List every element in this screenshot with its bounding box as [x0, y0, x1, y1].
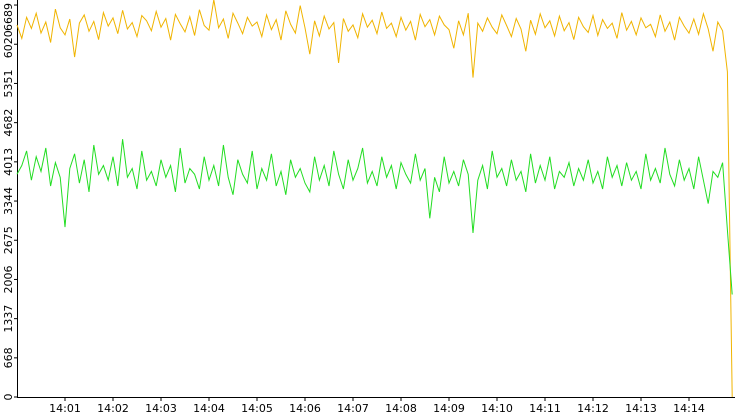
y-tick-label: 2006	[2, 265, 15, 293]
x-tick-label: 14:04	[193, 402, 225, 415]
y-tick-label: 6689	[2, 3, 15, 31]
series-line	[16, 139, 733, 295]
y-tick-label: 6020	[2, 30, 15, 58]
x-tick-label: 14:08	[385, 402, 417, 415]
x-tick-label: 14:13	[625, 402, 657, 415]
y-tick-label: 4682	[2, 109, 15, 137]
y-tick-label: 4013	[2, 148, 15, 176]
y-tick-label: 2675	[2, 226, 15, 254]
x-tick-label: 14:05	[241, 402, 273, 415]
series-line	[16, 0, 733, 398]
x-tick-label: 14:12	[577, 402, 609, 415]
y-tick-label: 5351	[2, 69, 15, 97]
y-tick-label: 1337	[2, 305, 15, 333]
x-tick-label: 14:01	[49, 402, 81, 415]
x-tick-label: 14:11	[529, 402, 561, 415]
y-tick-label: 3344	[2, 187, 15, 215]
x-tick-label: 14:09	[433, 402, 465, 415]
x-tick-label: 14:06	[289, 402, 321, 415]
y-tick-label: 668	[2, 347, 15, 368]
x-tick-label: 14:10	[481, 402, 513, 415]
x-tick-label: 14:03	[145, 402, 177, 415]
x-tick-label: 14:07	[337, 402, 369, 415]
x-tick-label: 14:14	[673, 402, 705, 415]
y-tick-label: 0	[2, 394, 15, 401]
x-tick-label: 14:02	[97, 402, 129, 415]
